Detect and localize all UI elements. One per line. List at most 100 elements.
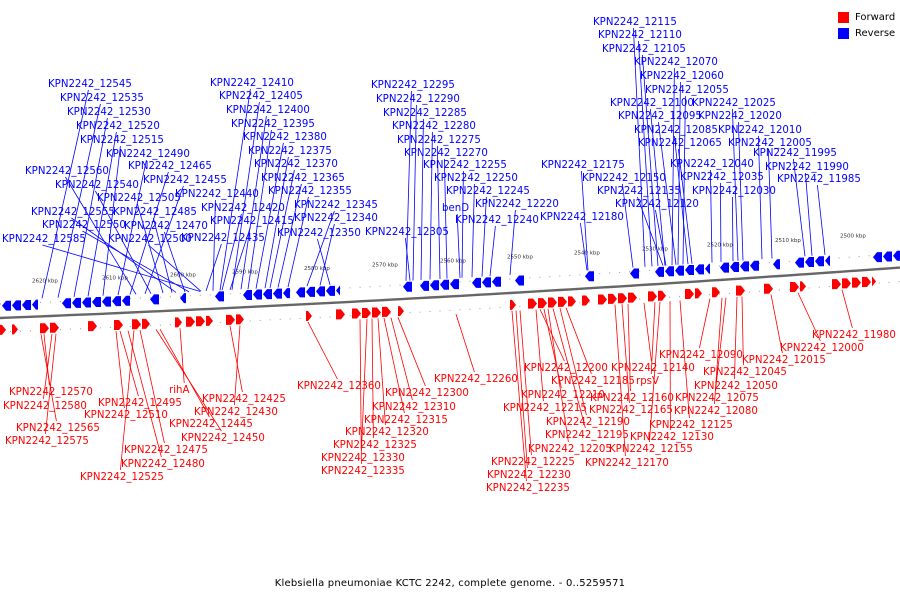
- reverse-gene-label: KPN2242_12370: [254, 159, 338, 170]
- forward-gene-label: KPN2242_12195: [545, 430, 629, 441]
- reverse-gene-arrow: [326, 285, 335, 296]
- reverse-gene-arrow: [263, 289, 272, 300]
- reverse-gene-leader: [622, 183, 634, 268]
- reverse-gene-label: KPN2242_12240: [455, 215, 539, 226]
- reverse-gene-leader: [412, 104, 417, 281]
- forward-gene-leader: [547, 308, 569, 443]
- forward-gene-label: rihA: [169, 385, 189, 396]
- reverse-gene-arrow: [92, 297, 101, 308]
- reverse-gene-leader: [87, 131, 117, 297]
- reverse-gene-leader: [758, 135, 763, 260]
- reverse-gene-label: KPN2242_12175: [541, 160, 625, 171]
- forward-gene-label: KPN2242_12225: [491, 457, 575, 468]
- forward-gene-leader: [535, 309, 544, 402]
- forward-gene-leader: [307, 321, 338, 380]
- reverse-gene-label: KPN2242_12470: [124, 221, 208, 232]
- legend-forward-label: Forward: [855, 11, 896, 23]
- reverse-gene-arrow: [440, 279, 449, 290]
- forward-gene-arrow: [12, 324, 18, 335]
- forward-gene-arrow: [736, 285, 745, 296]
- forward-gene-leader: [155, 329, 222, 432]
- forward-gene-arrow: [618, 293, 627, 304]
- forward-gene-leader: [650, 302, 656, 375]
- reverse-gene-arrow: [482, 277, 491, 288]
- forward-gene-arrow: [582, 295, 590, 306]
- forward-track-ruler: [0, 281, 900, 333]
- forward-gene-arrow: [114, 320, 123, 331]
- forward-gene-leader: [565, 307, 592, 375]
- reverse-gene-label: KPN2242_12065: [638, 138, 722, 149]
- reverse-gene-arrow: [773, 259, 780, 270]
- reverse-gene-leader: [42, 244, 201, 292]
- reverse-gene-label: KPN2242_12220: [475, 199, 559, 210]
- reverse-gene-leader: [148, 244, 202, 292]
- reverse-gene-arrow: [180, 293, 186, 304]
- forward-gene-label: KPN2242_12445: [169, 419, 253, 430]
- tick-label: 2610 kbp: [102, 275, 128, 281]
- reverse-gene-arrow: [893, 250, 900, 261]
- reverse-gene-label: KPN2242_12180: [540, 212, 624, 223]
- reverse-gene-arrow: [22, 299, 31, 310]
- forward-gene-label: KPN2242_12165: [589, 405, 673, 416]
- reverse-gene-leader: [471, 183, 475, 278]
- reverse-gene-arrow: [122, 295, 130, 306]
- reverse-gene-arrow: [2, 300, 11, 311]
- forward-gene-arrow: [862, 276, 871, 287]
- reverse-gene-leader: [247, 129, 272, 290]
- forward-gene-leader: [45, 333, 57, 435]
- reverse-gene-arrow: [665, 266, 674, 277]
- reverse-gene-leader: [65, 176, 137, 295]
- reverse-gene-label: KPN2242_12505: [97, 193, 181, 204]
- forward-gene-arrow: [685, 288, 694, 299]
- reverse-gene-leader: [129, 171, 169, 295]
- forward-gene-leader: [649, 301, 661, 443]
- reverse-gene-leader: [306, 210, 335, 287]
- forward-gene-label: KPN2242_12335: [321, 466, 405, 477]
- reverse-gene-leader: [805, 172, 813, 256]
- reverse-gene-label: KPN2242_12520: [76, 121, 160, 132]
- reverse-gene-leader: [674, 135, 689, 265]
- forward-gene-label: KPN2242_12155: [609, 444, 693, 455]
- forward-gene-arrow: [132, 319, 141, 330]
- reverse-gene-arrow: [283, 288, 290, 299]
- reverse-gene-leader: [205, 243, 222, 292]
- reverse-gene-label: KPN2242_12035: [680, 172, 764, 183]
- reverse-gene-label: KPN2242_12115: [593, 17, 677, 28]
- reverse-gene-arrow: [630, 268, 639, 279]
- forward-gene-label: KPN2242_12205: [528, 444, 612, 455]
- reverse-gene-leader: [229, 226, 251, 291]
- forward-gene-arrow: [510, 299, 516, 310]
- reverse-gene-leader: [444, 158, 448, 279]
- forward-gene-label: KPN2242_12495: [98, 398, 182, 409]
- reverse-gene-label: KPN2242_12380: [243, 132, 327, 143]
- reverse-gene-leader: [456, 213, 461, 278]
- reverse-gene-label: KPN2242_12010: [718, 125, 802, 136]
- forward-gene-arrow: [236, 314, 244, 325]
- forward-gene-arrow: [40, 323, 49, 334]
- reverse-gene-label: KPN2242_12550: [42, 220, 126, 231]
- forward-gene-leader: [643, 302, 652, 362]
- reverse-gene-label: KPN2242_12070: [634, 57, 718, 68]
- forward-gene-leader: [179, 328, 185, 384]
- reverse-gene-leader: [212, 199, 216, 291]
- forward-gene-leader: [43, 333, 53, 400]
- forward-gene-arrow: [628, 292, 637, 303]
- forward-gene-label: KPN2242_12015: [742, 355, 826, 366]
- forward-gene-leader: [115, 331, 125, 409]
- reverse-gene-label: KPN2242_12465: [128, 161, 212, 172]
- forward-gene-arrow: [206, 315, 213, 326]
- reverse-gene-leader: [319, 223, 335, 286]
- forward-gene-leader: [627, 303, 631, 392]
- caption: Klebsiella pneumoniae KCTC 2242, complet…: [274, 578, 626, 589]
- forward-gene-leader: [770, 294, 783, 354]
- reverse-gene-leader: [671, 67, 675, 266]
- reverse-gene-leader: [57, 103, 101, 298]
- forward-gene-leader: [679, 300, 690, 419]
- reverse-gene-arrow: [805, 256, 814, 267]
- forward-gene-label: KPN2242_12260: [434, 374, 518, 385]
- reverse-gene-label: KPN2242_12060: [640, 71, 724, 82]
- reverse-gene-leader: [137, 203, 164, 294]
- forward-gene-leader: [139, 330, 165, 444]
- forward-gene-label: KPN2242_12450: [181, 433, 265, 444]
